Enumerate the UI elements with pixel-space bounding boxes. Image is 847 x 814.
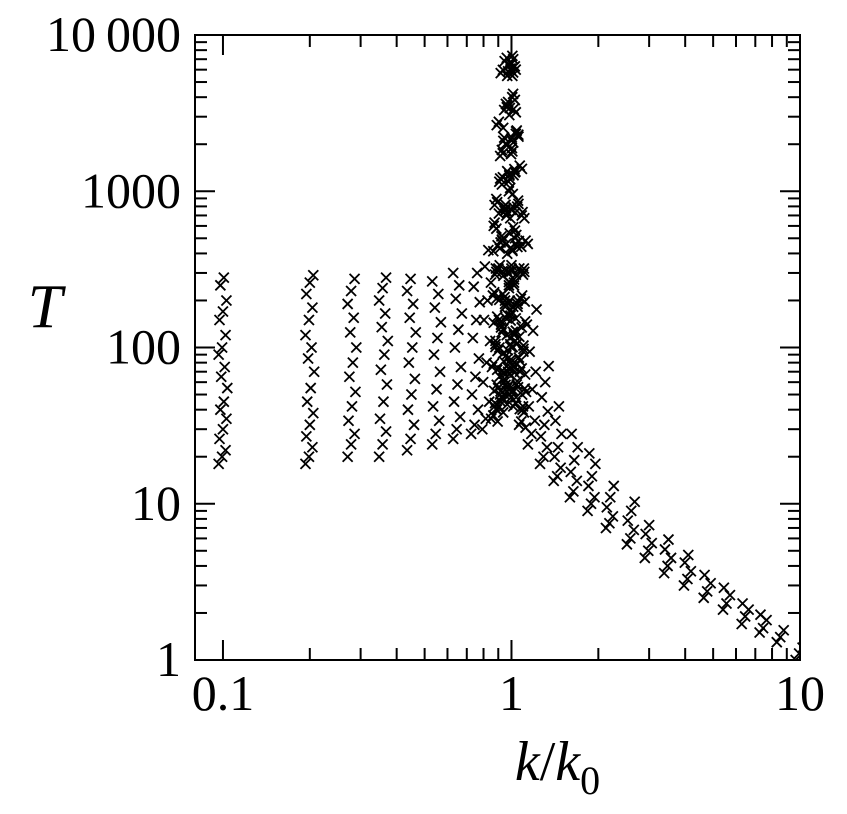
x-tick-label: 0.1 (192, 665, 255, 721)
x-tick-label: 1 (499, 665, 524, 721)
scatter-chart: 0.1110k/k0110100100010 000T (0, 0, 847, 814)
y-tick-label: 1000 (81, 162, 181, 218)
y-tick-label: 1 (156, 631, 181, 687)
y-tick-label: 10 (131, 475, 181, 531)
chart-svg: 0.1110k/k0110100100010 000T (0, 0, 847, 814)
x-tick-label: 10 (775, 665, 825, 721)
y-tick-label: 100 (106, 319, 181, 375)
y-tick-label: 10 000 (46, 6, 181, 62)
y-axis-title: T (28, 274, 67, 342)
